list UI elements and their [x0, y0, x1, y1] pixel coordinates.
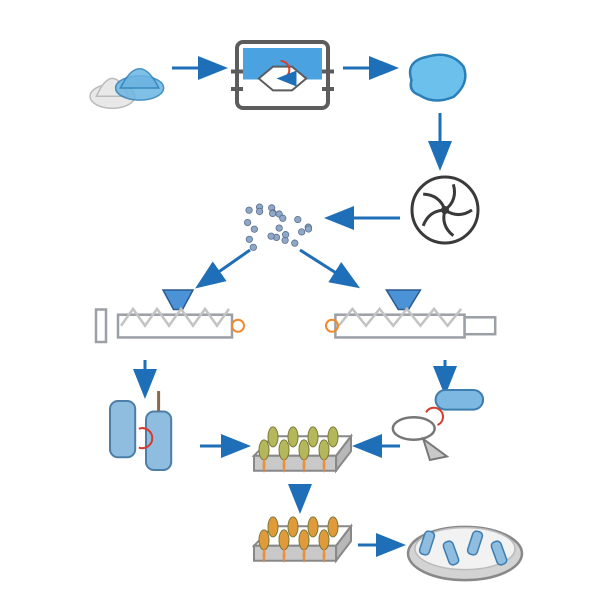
cullet-rotor-icon: [412, 177, 478, 243]
ice-bath-icon: [408, 527, 522, 580]
annealing-tray2-icon: [254, 517, 351, 563]
flow-arrow: [300, 250, 355, 285]
annealing-tray1-icon: [254, 427, 351, 473]
melting-furnace-icon: [231, 42, 334, 108]
flow-arrow: [200, 250, 250, 285]
process-flow-diagram: [0, 0, 600, 600]
pellets-icon: [244, 204, 311, 251]
raw-materials-icon: [90, 69, 164, 109]
bottle-blow-icon: [110, 391, 171, 470]
extruder-left-icon: [96, 290, 244, 342]
tube-cut-icon: [393, 390, 483, 460]
extruder-right-icon: [326, 290, 495, 337]
molten-blob-icon: [410, 55, 465, 101]
